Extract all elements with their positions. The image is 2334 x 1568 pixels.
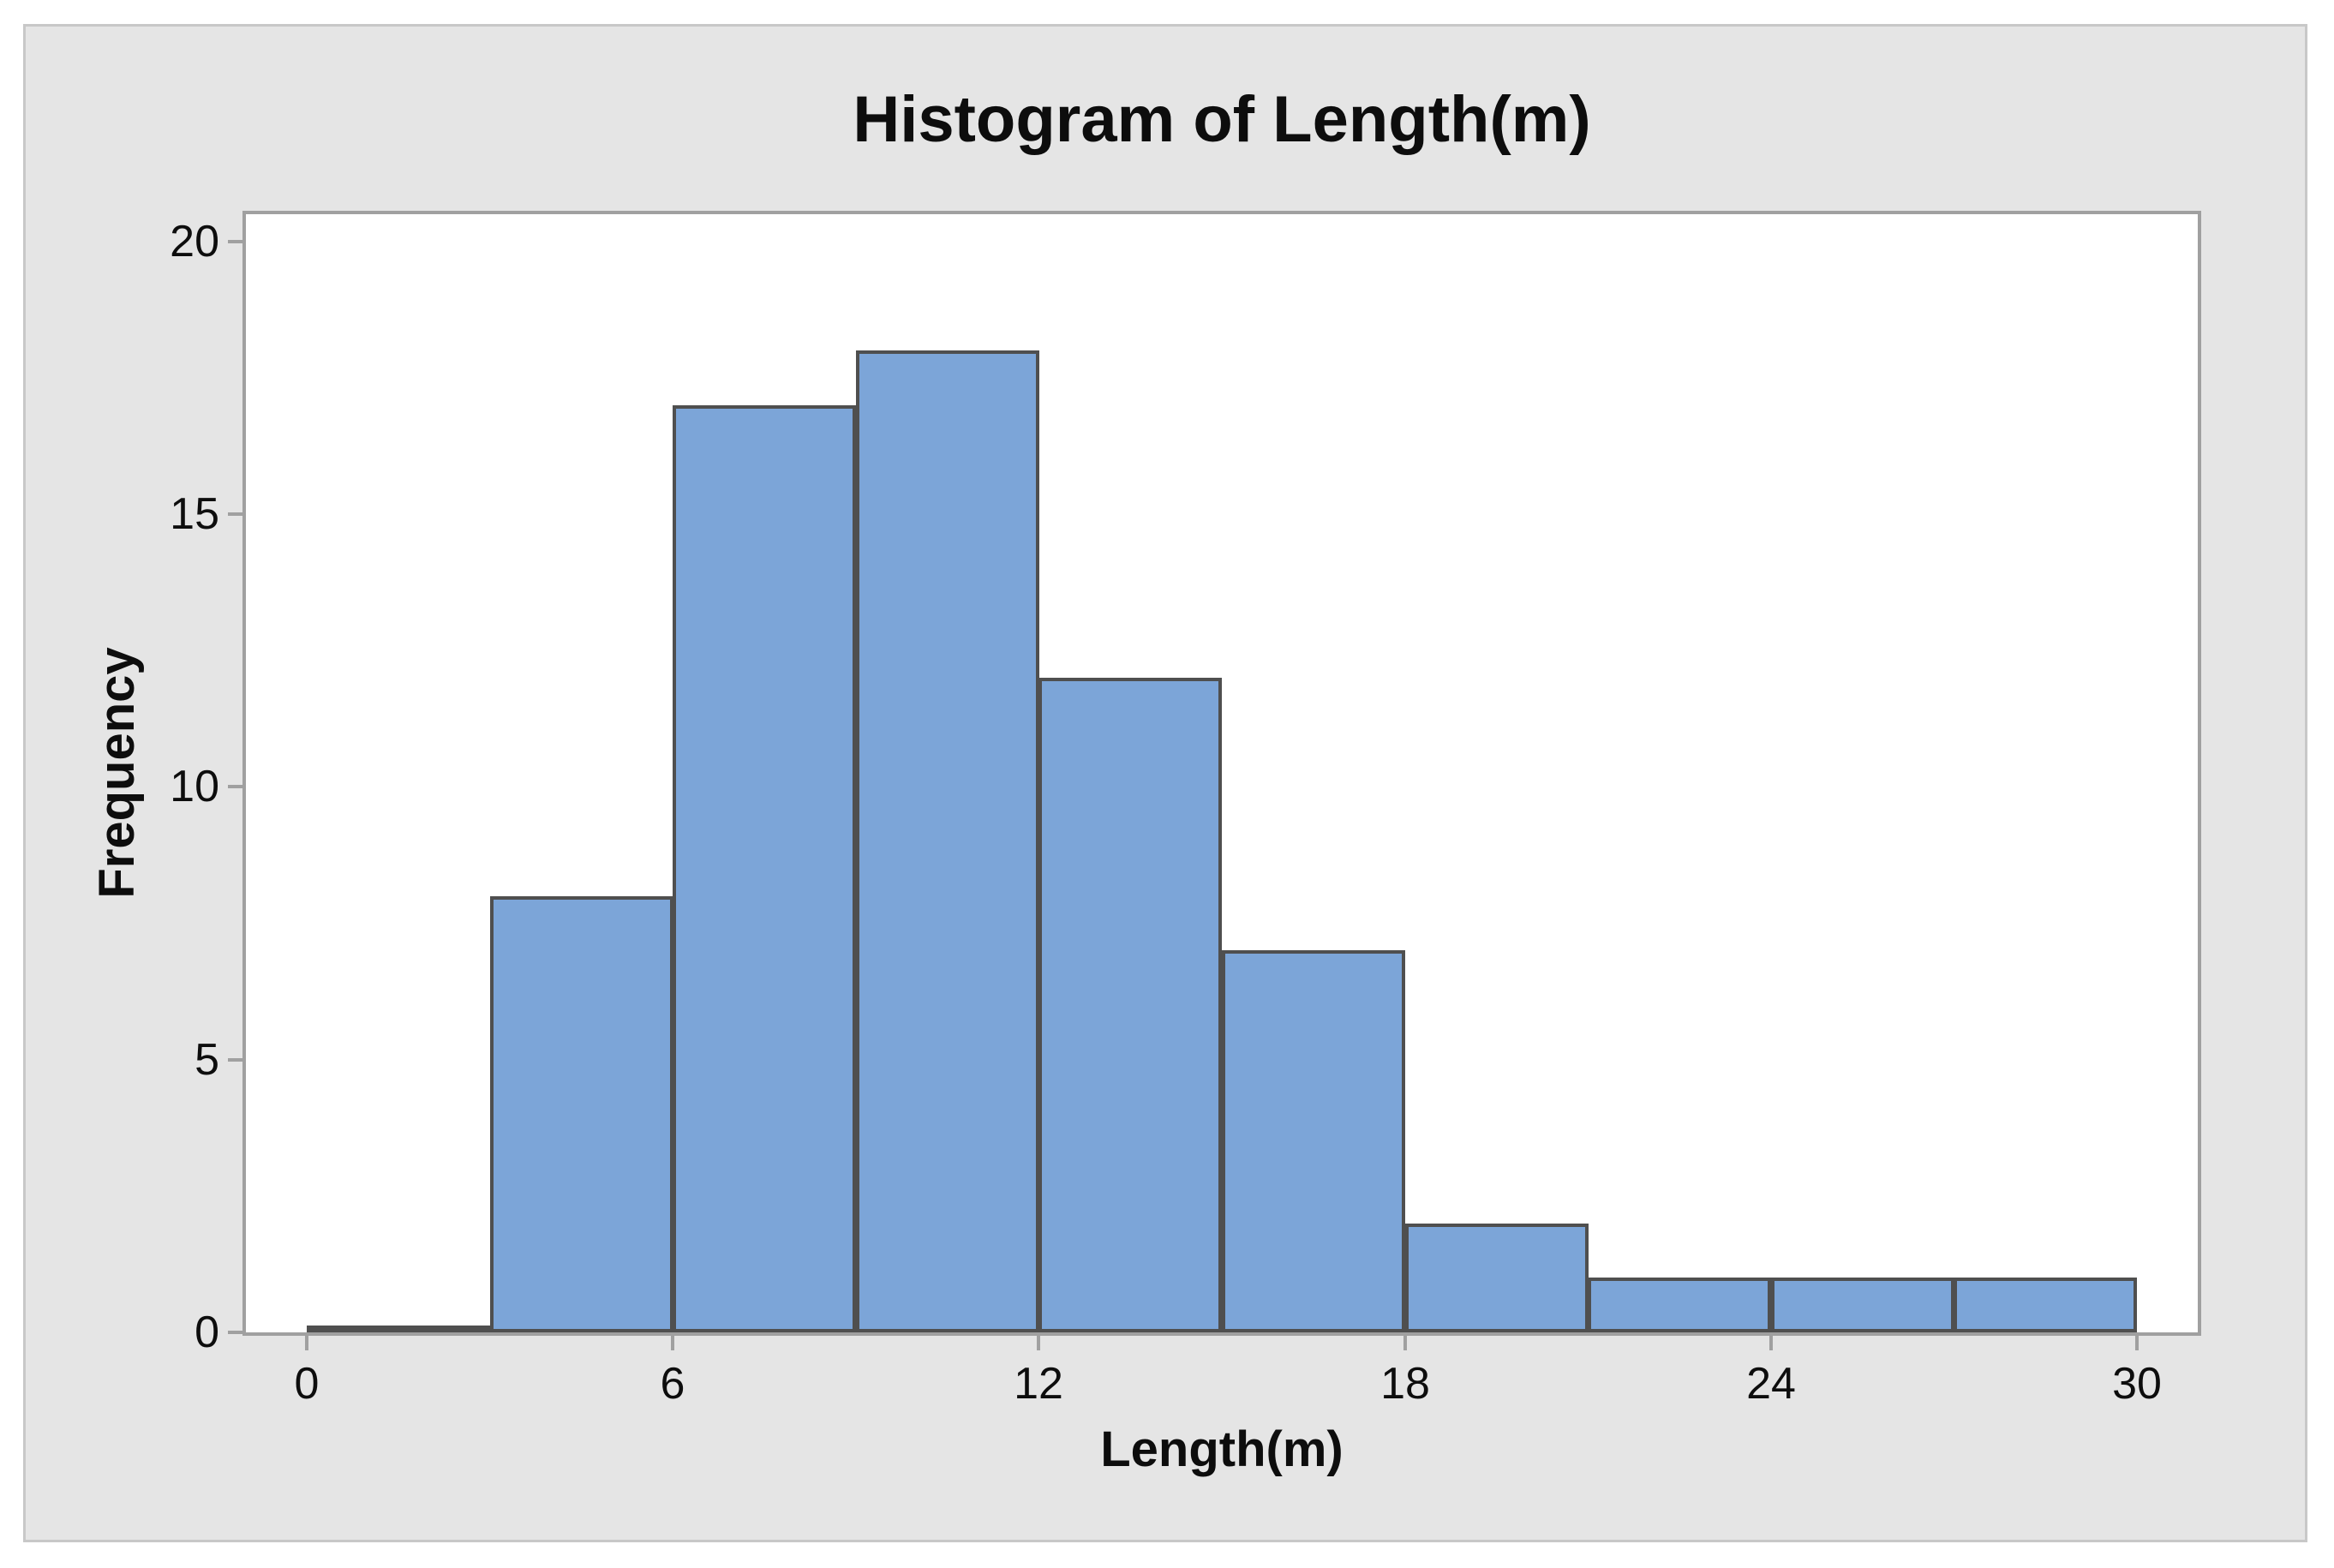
x-axis-tick bbox=[671, 1336, 674, 1350]
histogram-bar[interactable] bbox=[1588, 1278, 1771, 1332]
y-axis-tick bbox=[228, 1058, 242, 1062]
chart-title: Histogram of Length(m) bbox=[853, 83, 1591, 156]
histogram-bar[interactable] bbox=[856, 350, 1039, 1332]
histogram-bar[interactable] bbox=[1954, 1278, 2137, 1332]
y-axis-tick bbox=[228, 785, 242, 788]
y-axis-title: Frequency bbox=[89, 647, 145, 899]
y-axis-tick bbox=[228, 512, 242, 516]
x-tick-label: 30 bbox=[2112, 1359, 2162, 1409]
y-tick-label: 0 bbox=[194, 1308, 219, 1357]
x-axis-tick bbox=[1403, 1336, 1407, 1350]
x-axis-tick bbox=[305, 1336, 308, 1350]
x-tick-label: 24 bbox=[1746, 1359, 1796, 1409]
bars-container bbox=[246, 214, 2198, 1332]
y-tick-label: 15 bbox=[170, 489, 219, 539]
x-axis-tick bbox=[2135, 1336, 2139, 1350]
x-axis-tick bbox=[1769, 1336, 1773, 1350]
histogram-bar[interactable] bbox=[307, 1326, 490, 1332]
x-tick-label: 12 bbox=[1014, 1359, 1063, 1409]
x-tick-label: 18 bbox=[1380, 1359, 1430, 1409]
x-tick-label: 0 bbox=[294, 1359, 320, 1409]
histogram-bar[interactable] bbox=[673, 405, 856, 1332]
histogram-bar[interactable] bbox=[1222, 950, 1405, 1332]
histogram-bar[interactable] bbox=[1038, 678, 1222, 1332]
y-tick-label: 20 bbox=[170, 217, 219, 266]
histogram-bar[interactable] bbox=[1405, 1224, 1589, 1332]
y-axis-tick bbox=[228, 1331, 242, 1334]
x-axis-title: Length(m) bbox=[1100, 1421, 1344, 1477]
histogram-bar[interactable] bbox=[1771, 1278, 1954, 1332]
y-axis-tick bbox=[228, 240, 242, 243]
histogram-bar[interactable] bbox=[490, 896, 673, 1332]
y-tick-label: 5 bbox=[194, 1035, 219, 1085]
x-axis-tick bbox=[1037, 1336, 1040, 1350]
y-tick-label: 10 bbox=[170, 762, 219, 811]
x-tick-label: 6 bbox=[660, 1359, 685, 1409]
